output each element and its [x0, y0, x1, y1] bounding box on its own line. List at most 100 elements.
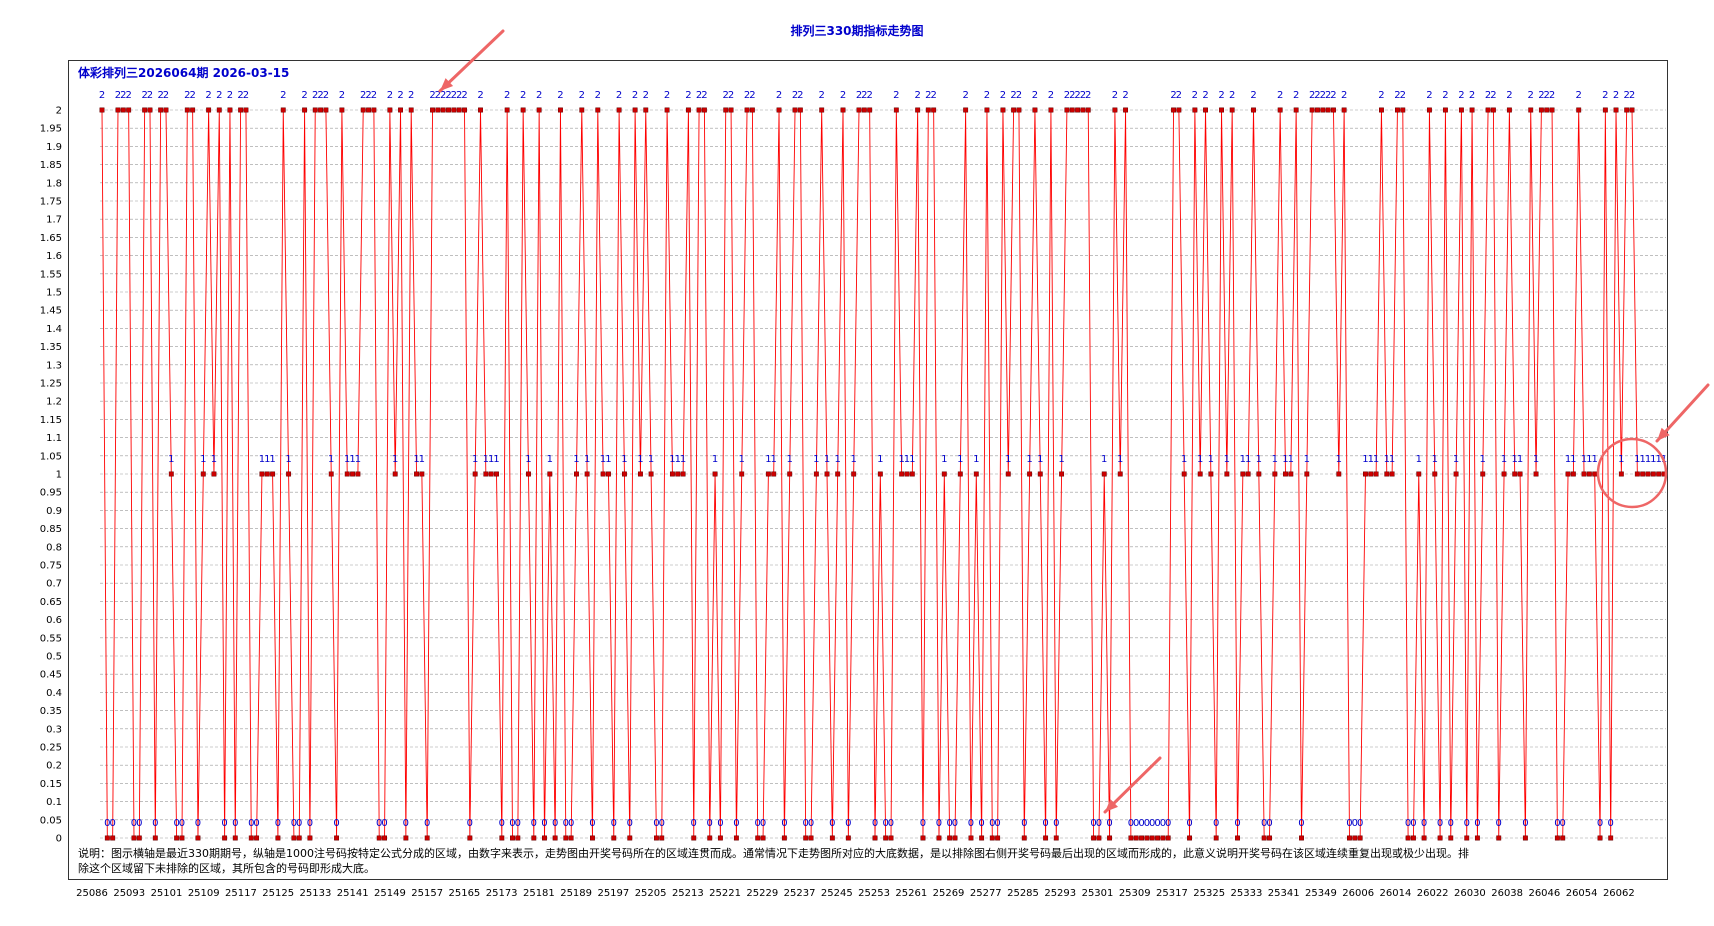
data-label: 0 [515, 818, 521, 829]
data-label: 0 [691, 818, 697, 829]
data-point [685, 107, 691, 113]
data-label: 0 [1608, 818, 1614, 829]
data-label: 1 [1181, 454, 1187, 465]
y-tick-label: 0.35 [40, 706, 62, 717]
data-label: 2 [1085, 90, 1091, 101]
data-label: 2 [1378, 90, 1384, 101]
data-label: 1 [1373, 454, 1379, 465]
y-tick-label: 0 [56, 834, 62, 845]
data-point [1554, 835, 1560, 841]
data-label: 0 [467, 818, 473, 829]
data-point [1059, 471, 1065, 477]
data-point [344, 471, 350, 477]
data-point [1501, 471, 1507, 477]
data-point [1416, 471, 1422, 477]
data-point [179, 835, 185, 841]
data-point [1203, 107, 1208, 113]
data-label: 2 [445, 90, 451, 101]
data-label: 2 [189, 90, 195, 101]
data-label: 0 [1096, 818, 1102, 829]
data-label: 0 [1154, 818, 1160, 829]
data-point [744, 107, 750, 113]
data-point [861, 107, 867, 113]
data-point [462, 107, 467, 113]
data-label: 0 [1186, 818, 1192, 829]
y-tick-label: 0.1 [46, 797, 62, 808]
data-point [451, 107, 457, 113]
data-point [781, 835, 787, 841]
data-point [264, 471, 270, 477]
x-tick-label: 26006 [1342, 888, 1374, 899]
data-label: 2 [397, 90, 403, 101]
data-label: 0 [1346, 818, 1352, 829]
data-label: 2 [115, 90, 121, 101]
data-label: 2 [1469, 90, 1475, 101]
data-label: 2 [616, 90, 622, 101]
data-label: 2 [1506, 90, 1512, 101]
data-label: 2 [1069, 90, 1075, 101]
data-point [1123, 107, 1129, 113]
data-point [856, 107, 862, 113]
data-label: 0 [1261, 818, 1267, 829]
data-label: 0 [946, 818, 952, 829]
data-point [627, 835, 633, 841]
data-point [867, 107, 873, 113]
data-point [1405, 835, 1411, 841]
data-label: 2 [1309, 90, 1315, 101]
data-label: 1 [259, 454, 265, 465]
data-label: 2 [1458, 90, 1464, 101]
data-point [1592, 471, 1598, 477]
data-point [158, 107, 164, 113]
x-tick-label: 25277 [970, 888, 1002, 899]
data-label: 0 [1352, 818, 1358, 829]
data-label: 2 [1490, 90, 1496, 101]
data-label: 2 [1122, 90, 1128, 101]
data-label: 2 [120, 90, 126, 101]
data-label: 0 [1234, 818, 1240, 829]
data-point [1618, 471, 1624, 477]
data-label: 2 [1314, 90, 1320, 101]
data-point [701, 107, 707, 113]
x-tick-label: 25109 [188, 888, 220, 899]
y-tick-label: 1.75 [40, 197, 62, 208]
y-tick-label: 0.75 [40, 561, 62, 572]
data-point [1624, 107, 1630, 113]
y-tick-label: 1.65 [40, 233, 62, 244]
data-label: 1 [547, 454, 553, 465]
data-label: 1 [973, 454, 979, 465]
data-point [947, 835, 953, 841]
x-tick-label: 25173 [486, 888, 518, 899]
x-tick-label: 25141 [337, 888, 369, 899]
data-label: 0 [872, 818, 878, 829]
data-point [1053, 835, 1059, 841]
data-label: 0 [717, 818, 723, 829]
data-point [712, 471, 718, 477]
data-point [888, 835, 894, 841]
data-point [398, 107, 403, 113]
data-point [227, 107, 233, 113]
data-label: 2 [301, 90, 307, 101]
data-label: 1 [1240, 454, 1246, 465]
data-label: 1 [1618, 454, 1624, 465]
data-point [1043, 835, 1049, 841]
x-tick-label: 25333 [1231, 888, 1263, 899]
data-label: 1 [600, 454, 606, 465]
data-label: 2 [930, 90, 936, 101]
data-point [248, 835, 254, 841]
data-label: 2 [579, 90, 585, 101]
data-label: 2 [1293, 90, 1299, 101]
data-point [606, 471, 611, 477]
x-tick-label: 25125 [262, 888, 294, 899]
data-point [1309, 107, 1315, 113]
data-point [936, 835, 942, 841]
data-label: 1 [1256, 454, 1262, 465]
data-point [211, 471, 217, 477]
x-tick-label: 25086 [76, 888, 108, 899]
data-label: 2 [1325, 90, 1331, 101]
data-label: 1 [1586, 454, 1592, 465]
data-point [1011, 107, 1017, 113]
circle-right [1596, 437, 1668, 509]
data-point [1064, 107, 1070, 113]
data-label: 2 [1576, 90, 1582, 101]
data-point [616, 107, 622, 113]
